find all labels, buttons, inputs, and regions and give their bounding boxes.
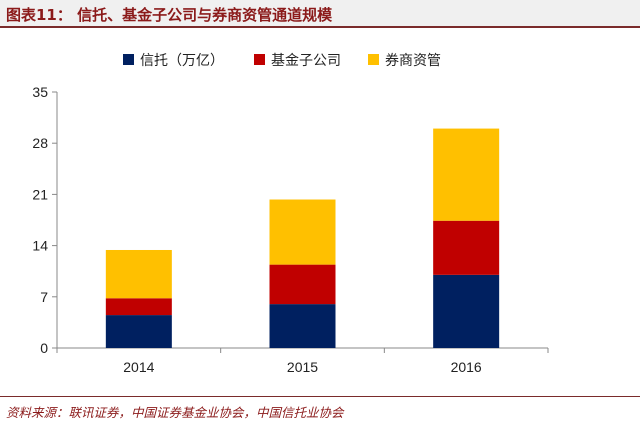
y-tick-label: 28 bbox=[32, 135, 48, 151]
y-tick-label: 0 bbox=[40, 340, 48, 356]
legend-label: 券商资管 bbox=[385, 52, 441, 68]
legend-label: 信托（万亿） bbox=[140, 52, 224, 68]
y-tick-label: 21 bbox=[32, 186, 48, 202]
legend-swatch bbox=[254, 54, 265, 65]
divider bbox=[0, 396, 640, 397]
legend-label: 基金子公司 bbox=[271, 52, 341, 68]
legend: 信托（万亿） 基金子公司 券商资管 bbox=[123, 52, 441, 68]
x-tick-label: 2016 bbox=[451, 359, 482, 375]
bar-segment bbox=[105, 298, 172, 316]
bar-segment bbox=[105, 315, 172, 348]
legend-swatch bbox=[368, 54, 379, 65]
chart-title: 图表11： 信托、基金子公司与券商资管通道规模 bbox=[6, 6, 333, 24]
chart-area: 信托（万亿） 基金子公司 券商资管 0 7 14 21 28 35 2014 2015 2016 bbox=[0, 28, 640, 396]
x-tick-label: 2015 bbox=[287, 359, 318, 375]
x-tick-label: 2014 bbox=[123, 359, 154, 375]
bar-segment bbox=[269, 264, 336, 305]
bar-segment bbox=[433, 274, 500, 348]
bar-segment bbox=[433, 220, 500, 275]
title-bar: 图表11： 信托、基金子公司与券商资管通道规模 bbox=[0, 0, 640, 28]
y-tick-label: 14 bbox=[32, 238, 48, 254]
legend-swatch bbox=[123, 54, 134, 65]
bar-segment bbox=[269, 199, 336, 265]
y-tick-label: 7 bbox=[40, 289, 48, 305]
bars bbox=[105, 128, 500, 348]
bar-segment bbox=[105, 249, 172, 299]
bar-segment bbox=[433, 128, 500, 221]
y-tick-label: 35 bbox=[32, 84, 48, 100]
bar-segment bbox=[269, 304, 336, 348]
stacked-bar-chart: 信托（万亿） 基金子公司 券商资管 0 7 14 21 28 35 2014 2015 2016 bbox=[32, 52, 549, 375]
source-note: 资料来源：联讯证券，中国证券基金业协会，中国信托业协会 bbox=[6, 405, 344, 420]
